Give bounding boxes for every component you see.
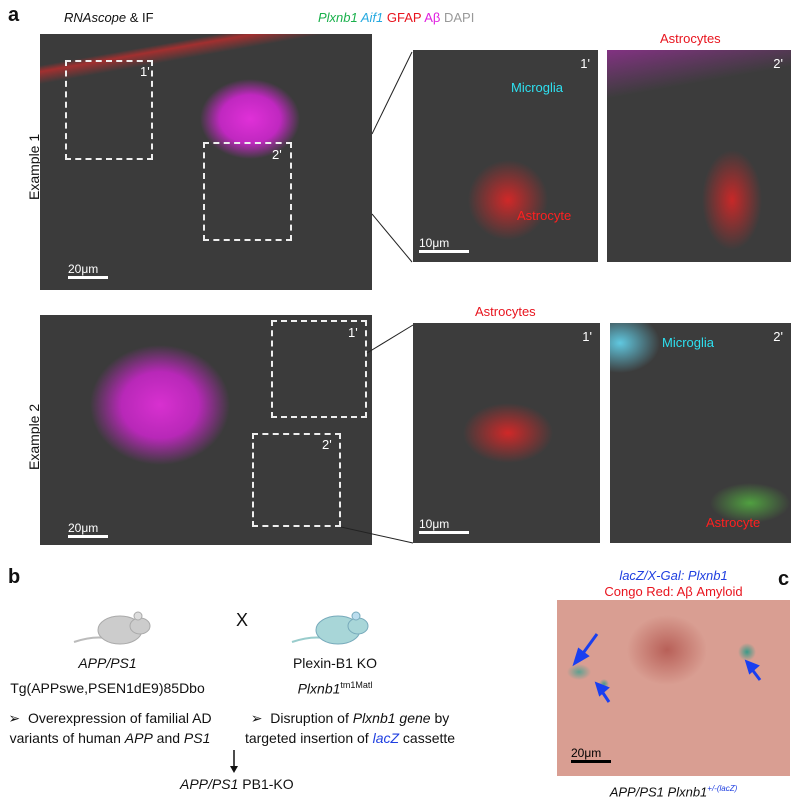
caption-text: APP/PS1 Plxnb1 <box>609 784 708 800</box>
example1-inset2-box <box>203 142 292 241</box>
result-b: PB1-KO <box>238 776 294 792</box>
example2-zoom1-title: Astrocytes <box>475 304 536 319</box>
example1-inset1-label: 1' <box>140 64 150 79</box>
gene-ps1: PS1 <box>183 730 211 746</box>
gene-lacz: lacZ <box>372 730 400 746</box>
mouse-teal-icon <box>291 611 369 645</box>
scalebar-text: 20μm <box>68 521 99 535</box>
bullet-icon: ➢ <box>250 710 263 726</box>
result-strain: APP/PS1 PB1-KO <box>180 776 294 792</box>
panel-c-title1: lacZ/X-Gal: Plxnb1 <box>557 568 790 583</box>
caption-sup: +/-(lacZ) <box>707 784 738 793</box>
example1-connectors <box>372 51 413 263</box>
example2-inset2-label: 2' <box>322 437 332 452</box>
scalebar-text: 10μm <box>419 517 450 531</box>
method-name: RNAscope <box>64 10 127 25</box>
result-a: APP/PS1 <box>180 776 239 792</box>
example2-connectors <box>341 324 414 544</box>
app-ps1-name: APP/PS1 <box>78 655 137 671</box>
example1-inset1-box <box>65 60 153 160</box>
zoom2-label: 2' <box>773 56 783 71</box>
right-allele: Plxnb1tm1Matl <box>240 680 430 697</box>
panel-c-caption: APP/PS1 Plxnb1+/-(lacZ) <box>557 784 790 799</box>
example2-zoom-scalebar: 10μm <box>419 517 469 535</box>
bullet-icon: ➢ <box>8 710 21 726</box>
desc-pre: Disruption of <box>270 710 353 726</box>
panel-c-scalebar: 20μm <box>571 746 611 764</box>
example1-scalebar: 20μm <box>68 262 108 280</box>
method-suffix: & IF <box>126 10 154 25</box>
panel-c-image: 20μm <box>557 600 790 776</box>
desc-post: by <box>430 710 450 726</box>
mouse-grey-icon <box>73 611 151 645</box>
right-strain-name: Plexin-B1 KO <box>292 655 378 671</box>
left-description: ➢ Overexpression of familial AD variants … <box>0 708 220 748</box>
legend-dapi: DAPI <box>440 10 475 25</box>
microglia-label: Microglia <box>511 80 564 95</box>
method-title: RNAscope & IF <box>64 10 154 25</box>
left-strain-designation: Tg(APPswe,PSEN1dE9)85Dbo <box>10 680 205 696</box>
desc-line2: targeted insertion of <box>244 730 373 746</box>
down-arrow-icon <box>230 750 238 773</box>
microglia-label: Microglia <box>662 335 715 350</box>
panel-b-label: b <box>8 566 21 588</box>
example1-main-image: 1' 2' 20μm <box>40 34 372 290</box>
desc-line2-post: cassette <box>399 730 456 746</box>
zoom1-label: 1' <box>580 56 590 71</box>
desc-line2: variants of human <box>9 730 125 746</box>
panel-c-label: c <box>778 568 790 590</box>
allele-name: Plxnb1 <box>297 680 341 697</box>
example1-zoom1-image: 1' Microglia Astrocyte 10μm <box>413 50 598 262</box>
title1-text: lacZ/X-Gal: Plxnb1 <box>619 568 728 583</box>
example1-zoom2-title: Astrocytes <box>660 31 721 46</box>
panel-c-title2: Congo Red: Aβ Amyloid <box>604 584 743 599</box>
desc-line1: Overexpression of familial AD <box>27 710 212 726</box>
legend-gfap: GFAP <box>383 10 422 25</box>
allele-sup: tm1Matl <box>340 680 373 690</box>
channel-legend: Plxnb1 Aif1 GFAP Aβ DAPI <box>318 10 474 25</box>
example1-zoom-scalebar: 10μm <box>419 236 469 254</box>
left-strain-name: APP/PS1 <box>0 655 215 671</box>
panel-a-label: a <box>8 4 20 26</box>
legend-abeta: Aβ <box>421 10 441 25</box>
astrocyte-label: Astrocyte <box>517 208 572 223</box>
astrocyte-label: Astrocyte <box>706 515 761 530</box>
example2-inset1-label: 1' <box>348 325 358 340</box>
right-description: ➢ Disruption of Plxnb1 gene by targeted i… <box>240 708 460 748</box>
example2-inset2-box <box>252 433 341 527</box>
zoom2-label: 2' <box>773 329 783 344</box>
gene-app: APP <box>124 730 153 746</box>
legend-aif1: Aif1 <box>357 10 384 25</box>
example2-scalebar: 20μm <box>68 521 108 539</box>
example2-zoom2-image: 2' Microglia Astrocyte <box>610 323 791 543</box>
zoom1-label: 1' <box>582 329 592 344</box>
example2-main-image: 1' 2' 20μm <box>40 315 372 545</box>
example2-inset1-box <box>271 320 367 418</box>
scalebar-text: 20μm <box>68 262 99 276</box>
blue-arrows-icon <box>572 633 762 703</box>
scalebar-text: 20μm <box>571 746 602 760</box>
gene-plxnb1: Plxnb1 gene <box>352 710 431 726</box>
example1-inset2-label: 2' <box>272 147 282 162</box>
cross-symbol: X <box>236 610 249 630</box>
scalebar-text: 10μm <box>419 236 450 250</box>
legend-plxnb1: Plxnb1 <box>318 10 358 25</box>
example1-zoom2-image: 2' <box>607 50 791 262</box>
example2-zoom1-image: 1' 10μm <box>413 323 600 543</box>
desc-and: and <box>152 730 184 746</box>
